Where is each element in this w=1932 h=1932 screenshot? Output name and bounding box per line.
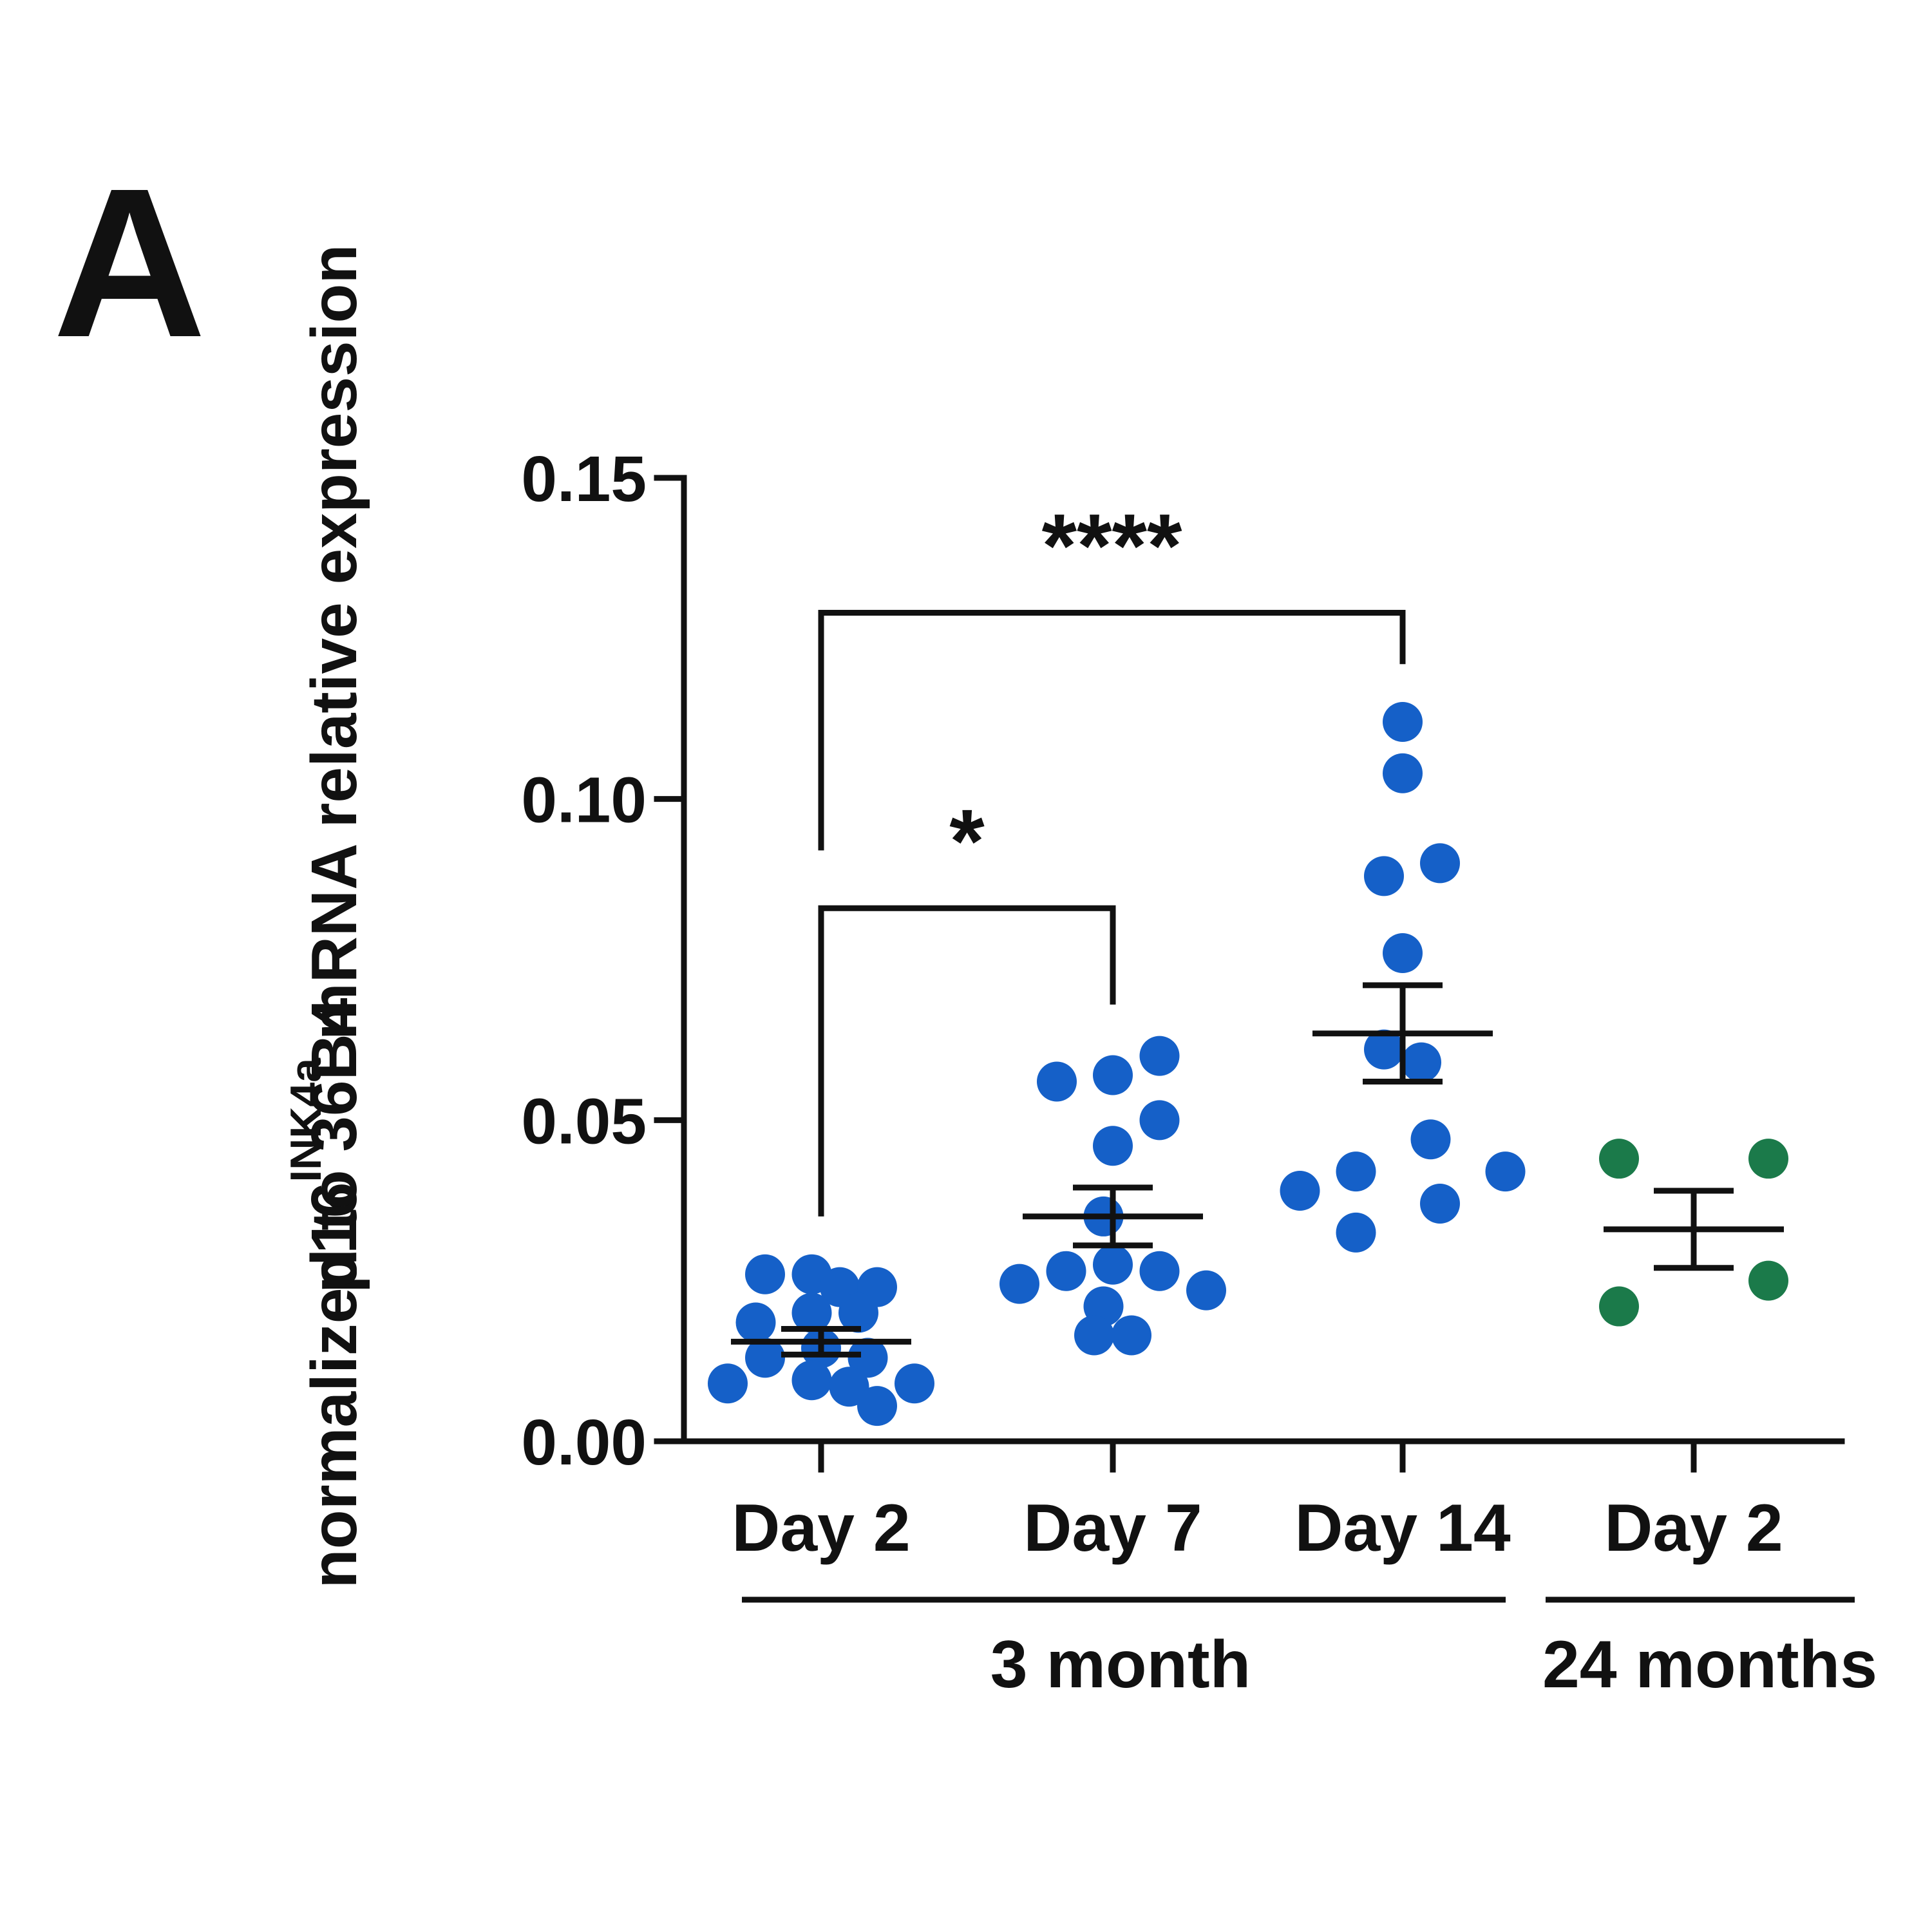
data-point <box>1383 753 1423 793</box>
data-point <box>791 1360 832 1401</box>
data-point <box>1280 1171 1320 1211</box>
y-axis-title: p16INK4a mRNA relative expression normal… <box>281 244 370 1588</box>
y-tick-label: 0.00 <box>521 1406 647 1479</box>
data-point <box>1420 843 1460 884</box>
x-tick-label: Day 14 <box>1294 1491 1511 1566</box>
data-point <box>1383 933 1423 974</box>
data-point <box>1364 856 1404 896</box>
data-point <box>829 1367 869 1407</box>
data-point <box>838 1293 878 1333</box>
data-point <box>848 1338 888 1378</box>
group-label: 3 month <box>990 1627 1251 1702</box>
data-point <box>1485 1151 1526 1192</box>
significance-bracket <box>818 609 1406 851</box>
y-axis-title-superscript: INK4a <box>281 1057 330 1182</box>
data-point <box>1093 1244 1133 1285</box>
data-point <box>791 1293 832 1333</box>
data-point <box>1599 1139 1639 1179</box>
data-point <box>1364 1029 1404 1070</box>
significance-label: **** <box>1042 495 1182 596</box>
data-point <box>1336 1212 1376 1253</box>
data-point <box>1046 1251 1086 1291</box>
y-axis-title-rest: mRNA relative expression <box>298 244 370 1057</box>
data-point <box>1139 1036 1180 1076</box>
x-tick-label: Day 7 <box>1023 1491 1202 1566</box>
data-point <box>1093 1055 1133 1095</box>
y-axis-title-prefix: p16 <box>298 1182 370 1293</box>
data-point <box>1112 1315 1151 1356</box>
data-point <box>1599 1286 1639 1327</box>
significance-label: * <box>949 790 985 891</box>
y-axis-title-line1: p16INK4a mRNA relative expression <box>281 244 370 1293</box>
y-tick-label: 0.15 <box>521 443 647 515</box>
data-point <box>1401 1042 1441 1083</box>
data-point <box>1410 1119 1451 1160</box>
plot-area: 0.00 0.05 0.10 0.15 Day 2 Day 7 Day 14 Day 2 3 m… <box>521 443 1877 1702</box>
data-point <box>1037 1061 1077 1102</box>
data-point <box>1383 701 1423 742</box>
data-point <box>745 1338 785 1378</box>
data-point <box>1074 1315 1114 1356</box>
data-point <box>895 1363 934 1404</box>
data-point <box>1139 1100 1180 1141</box>
data-point <box>857 1386 897 1426</box>
data-point <box>1139 1251 1180 1291</box>
panel-label: A <box>53 144 206 381</box>
x-tick-label: Day 2 <box>1604 1491 1783 1566</box>
significance-bracket <box>818 905 1116 1217</box>
x-tick-label: Day 2 <box>732 1491 911 1566</box>
data-point <box>735 1302 776 1343</box>
y-tick-label: 0.10 <box>521 764 647 837</box>
data-point <box>1093 1126 1133 1166</box>
data-point <box>1336 1151 1376 1192</box>
y-axis-title-line2: normalized to 36B4 <box>298 998 370 1588</box>
data-point <box>745 1254 785 1294</box>
y-tick-label: 0.05 <box>521 1085 647 1157</box>
data-point <box>1748 1260 1788 1301</box>
data-point <box>708 1363 748 1404</box>
data-point <box>1748 1139 1788 1179</box>
data-point <box>1186 1270 1226 1311</box>
group-label: 24 months <box>1542 1627 1877 1702</box>
data-point <box>1420 1183 1460 1224</box>
data-point <box>999 1264 1039 1304</box>
